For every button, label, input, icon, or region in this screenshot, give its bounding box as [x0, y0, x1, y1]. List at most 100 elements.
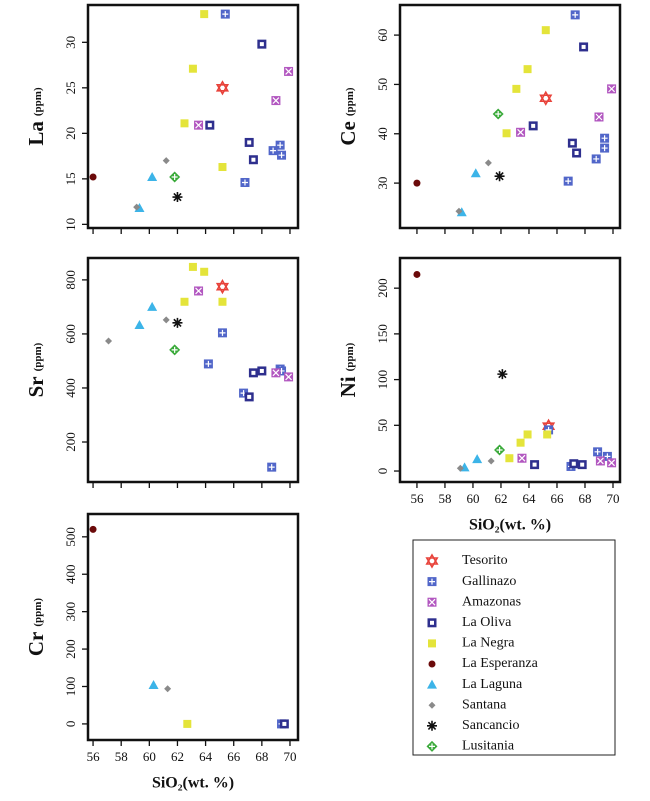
x-tick-label: 68 — [255, 749, 268, 764]
data-point — [194, 120, 204, 130]
data-point — [148, 679, 159, 689]
x-axis-label: SiO₂(wt. %) — [469, 517, 551, 534]
data-point — [105, 337, 113, 345]
data-point — [279, 719, 289, 729]
x-tick-label: 66 — [227, 749, 241, 764]
x-tick-label: 56 — [410, 491, 424, 506]
data-point — [172, 192, 183, 203]
marker-part — [595, 113, 603, 121]
data-point — [205, 120, 215, 130]
y-axis-label-unit: (ppm) — [32, 87, 44, 116]
marker-part — [147, 172, 158, 182]
marker-part — [429, 743, 435, 750]
marker-part — [205, 360, 212, 367]
plot-frame — [86, 512, 300, 742]
y-tick-label: 0 — [375, 468, 390, 475]
marker-part — [183, 719, 192, 728]
data-point — [147, 301, 158, 311]
data-point — [570, 10, 580, 20]
data-point — [188, 262, 197, 271]
marker-part — [601, 135, 608, 142]
marker-part — [195, 121, 202, 129]
marker-part — [456, 464, 464, 472]
marker-part — [89, 173, 97, 181]
marker-part — [429, 578, 435, 585]
marker-part — [512, 84, 521, 93]
marker-part — [532, 462, 537, 467]
marker-part — [580, 462, 585, 467]
data-point — [89, 525, 97, 533]
marker-part — [172, 192, 183, 203]
legend-marker — [426, 740, 438, 752]
legend-marker — [425, 553, 439, 569]
data-point — [497, 369, 508, 380]
y-tick-label: 0 — [63, 721, 78, 728]
legend-label: Lusitania — [462, 739, 515, 754]
marker-part — [428, 660, 436, 668]
marker-part — [539, 90, 553, 103]
x-tick-label: 60 — [466, 491, 479, 506]
data-point — [172, 317, 183, 328]
y-axis-label-main: Ce — [336, 121, 360, 146]
data-point — [268, 146, 278, 156]
data-point — [593, 447, 603, 457]
marker-part — [413, 270, 421, 278]
x-tick-label: 64 — [199, 749, 213, 764]
legend-marker — [427, 720, 437, 731]
data-point — [577, 460, 587, 470]
marker-part — [517, 128, 524, 136]
y-tick-label: 25 — [63, 81, 78, 94]
y-axis-label-unit: (ppm) — [32, 598, 44, 627]
y-tick-label: 200 — [375, 278, 390, 298]
marker-part — [219, 329, 226, 336]
legend-marker — [428, 660, 436, 668]
marker-part — [180, 297, 189, 306]
y-tick-label: 200 — [63, 639, 78, 659]
marker-part — [148, 679, 159, 689]
data-point — [569, 459, 579, 469]
data-point — [200, 267, 209, 276]
x-tick-label: 64 — [522, 491, 536, 506]
data-point — [456, 464, 464, 472]
marker-part — [596, 457, 604, 465]
marker-part — [171, 346, 178, 353]
y-tick-label: 30 — [63, 36, 78, 49]
x-tick-label: 70 — [606, 491, 619, 506]
marker-part — [455, 207, 463, 215]
data-point — [275, 140, 285, 150]
data-point — [248, 368, 258, 378]
data-point — [600, 133, 610, 143]
marker-part — [425, 553, 439, 565]
data-point — [517, 453, 527, 463]
marker-part — [259, 368, 264, 373]
data-point — [134, 320, 145, 330]
data-point — [505, 454, 514, 463]
marker-part — [272, 369, 280, 377]
marker-part — [495, 111, 502, 118]
data-point — [240, 177, 250, 187]
marker-part — [270, 147, 277, 154]
marker-part — [593, 155, 600, 162]
data-point — [413, 179, 421, 187]
marker-part — [180, 119, 189, 128]
x-tick-label: 56 — [87, 749, 101, 764]
data-point — [594, 112, 604, 122]
marker-part — [428, 701, 436, 709]
data-point — [595, 456, 605, 466]
y-axis-label: Sr (ppm) — [24, 342, 48, 397]
marker-part — [218, 163, 227, 172]
data-point — [218, 297, 227, 306]
marker-part — [516, 438, 525, 447]
plot-frame — [398, 256, 622, 484]
marker-part — [247, 394, 252, 399]
marker-part — [523, 430, 532, 439]
marker-part — [572, 11, 579, 18]
marker-part — [570, 141, 575, 146]
data-point — [147, 172, 158, 182]
marker-part — [278, 152, 285, 159]
legend-marker — [427, 577, 437, 587]
marker-part — [541, 26, 550, 35]
marker-part — [215, 84, 230, 96]
data-point — [244, 137, 254, 147]
